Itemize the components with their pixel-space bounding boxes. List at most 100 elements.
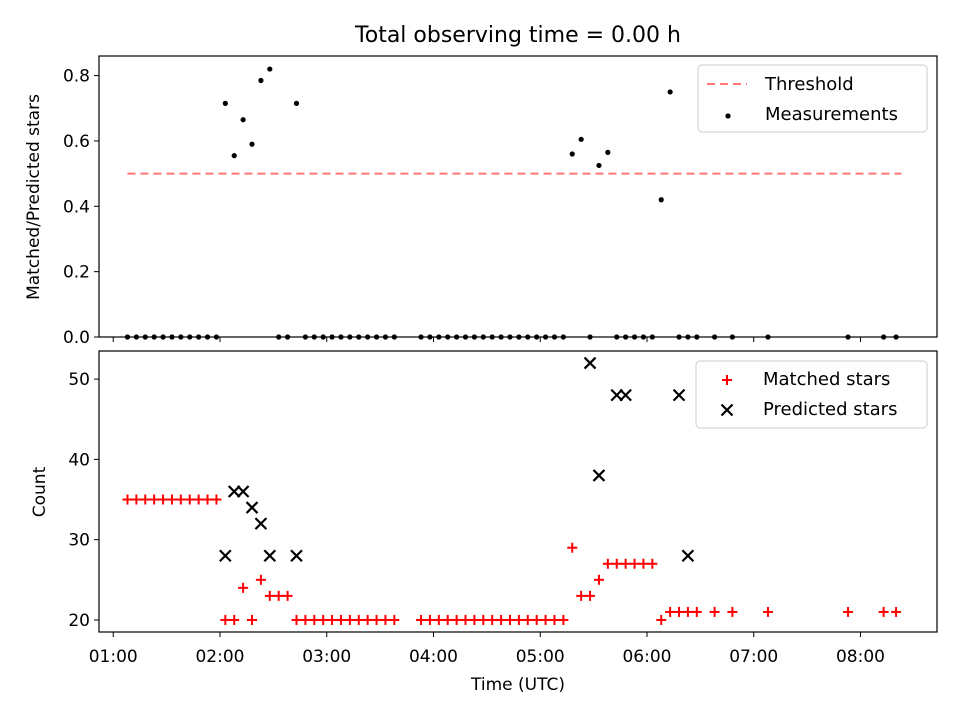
matched-star-point [629,558,640,569]
measurement-point [240,117,246,123]
measurement-point [258,77,264,84]
predicted-star-point-b [219,549,232,563]
predicted-star-point-b [236,485,250,498]
bottom-ytick-label: 50 [68,370,90,390]
matched-star-point [593,574,604,585]
measurements-legend-swatch [725,113,731,119]
matched-star-point [558,614,569,625]
matched-legend-marker [722,375,732,385]
matched-star-point [567,542,578,553]
bottom-y-axis-label: Count [30,466,50,517]
bottom-xtick-label: 05:00 [516,647,565,667]
bottom-ytick-label: 20 [68,611,90,631]
matched-star-point [727,606,738,617]
bottom-xtick-label: 08:00 [836,647,885,667]
top-ytick-label: 0.2 [63,263,90,283]
matched-star-point [709,606,720,617]
matched-star-point [878,606,889,617]
measurement-point [605,149,611,155]
matched-star-point [300,614,311,625]
top-legend-box [697,64,928,133]
matched-star-point [362,614,373,625]
matched-star-point [638,558,649,569]
predicted-star-point [236,485,250,498]
measurement-point [222,100,228,106]
matched-star-point [647,558,658,569]
matched-star-point [202,494,213,505]
predicted-legend-marker [720,403,734,417]
matched-star-point [656,614,667,625]
matched-star-point [762,606,773,617]
predicted-star-point-b [263,549,277,563]
matched-star-point [371,614,382,625]
matched-star-point [273,590,284,601]
top-yticks: 0.0 0.2 0.4 0.6 0.8 [63,67,99,348]
matched-star-point [433,614,444,625]
bottom-xtick-label: 06:00 [622,647,671,667]
measurement-point [267,66,273,72]
measurement-point [658,197,664,203]
predicted-star-point-b [610,388,624,402]
matched-star-point [540,614,551,625]
predicted-star-point [290,549,303,563]
matched-star-point [478,614,489,625]
matched-star-point [247,614,258,625]
matched-star-point [131,494,142,505]
predicted-star-point-b [290,549,303,563]
predicted-star-point-b [592,469,606,482]
matched-star-point [665,606,676,617]
matched-star-point [496,614,507,625]
bottom-xtick-label: 02:00 [195,647,244,667]
bottom-axes-frame [98,350,938,633]
matched-star-point [211,494,222,505]
matched-star-point [149,494,160,505]
matched-star-point [327,614,338,625]
matched-star-point [576,590,587,601]
top-ytick-label: 0.8 [63,67,90,87]
matched-star-point [380,614,391,625]
bottom-legend: Matched stars Predicted stars [695,360,928,429]
matched-star-point [585,590,596,601]
matched-star-point [193,494,204,505]
top-ytick-label: 0.0 [63,328,90,348]
matched-star-point [424,614,435,625]
measurements-legend-label: Measurements [765,104,898,125]
matched-star-point [620,558,631,569]
top-legend: Threshold Measurements [697,64,928,133]
matched-star-point [674,606,685,617]
bottom-plot-area [122,356,902,625]
measurement-point [293,100,300,106]
bottom-legend-box [695,360,928,429]
threshold-legend-label: Threshold [764,74,854,95]
predicted-star-point-b [672,388,686,402]
bottom-yticks: 20 30 40 50 [68,370,99,631]
measurement-point [249,141,255,147]
measurement-point [596,162,602,169]
top-axes-frame [98,55,938,338]
matched-star-point [611,558,622,569]
bottom-xtick-label: 07:00 [729,647,778,667]
predicted-star-point-b [254,517,268,530]
matched-star-point [522,614,533,625]
matched-star-point [469,614,480,625]
matched-star-point [691,606,702,617]
predicted-star-point [619,388,632,402]
top-xticks [112,337,861,342]
measurement-point [667,89,673,95]
matched-star-point [122,494,133,505]
matched-star-point [158,494,169,505]
matched-star-point [487,614,498,625]
matched-star-point [291,614,302,625]
matched-star-point [309,614,320,625]
measurement-point [569,151,575,157]
matched-legend-label: Matched stars [763,369,890,390]
matched-star-point [255,574,266,585]
matched-star-point [531,614,542,625]
predicted-star-point [672,388,686,402]
predicted-legend-swatch [720,403,734,417]
matched-star-point [318,614,329,625]
matched-star-point [682,606,693,617]
matched-star-point [335,614,346,625]
top-ytick-label: 0.4 [63,197,90,217]
